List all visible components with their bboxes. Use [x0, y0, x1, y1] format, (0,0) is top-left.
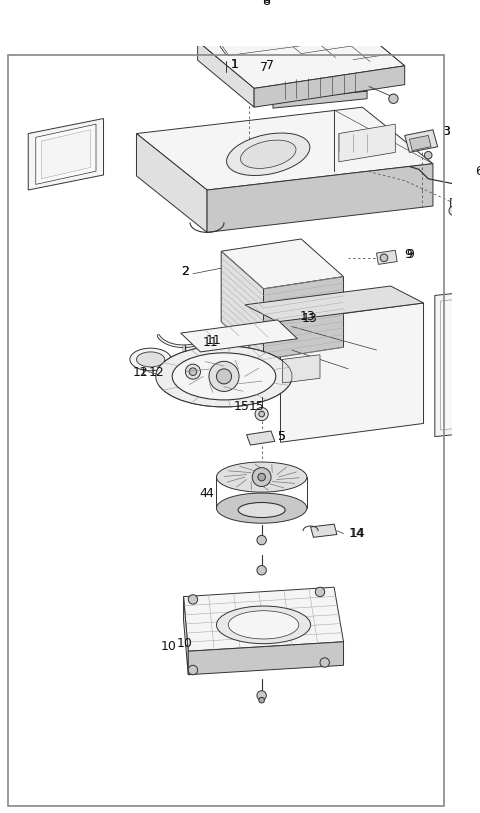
Text: 10: 10: [177, 637, 193, 650]
Text: 2: 2: [180, 265, 189, 278]
Ellipse shape: [238, 502, 285, 518]
Text: 15: 15: [234, 400, 250, 413]
Text: 3: 3: [443, 125, 450, 138]
Circle shape: [257, 536, 266, 545]
Circle shape: [449, 206, 458, 215]
Text: 2: 2: [180, 265, 189, 278]
Polygon shape: [245, 286, 423, 322]
Text: 7: 7: [266, 59, 275, 72]
Circle shape: [257, 691, 266, 700]
Circle shape: [255, 407, 268, 420]
Circle shape: [257, 566, 266, 575]
Ellipse shape: [228, 611, 299, 639]
Polygon shape: [441, 294, 480, 430]
Polygon shape: [273, 72, 367, 101]
Ellipse shape: [216, 606, 311, 644]
Circle shape: [389, 94, 398, 103]
Text: 13: 13: [301, 311, 317, 324]
Polygon shape: [221, 251, 264, 359]
Text: 3: 3: [443, 125, 450, 138]
Text: 11: 11: [203, 336, 218, 349]
Polygon shape: [180, 320, 298, 352]
Circle shape: [259, 411, 264, 417]
Circle shape: [185, 364, 201, 379]
Circle shape: [188, 665, 198, 675]
Circle shape: [258, 473, 265, 480]
Text: 1: 1: [230, 59, 239, 72]
Polygon shape: [282, 354, 320, 383]
Polygon shape: [136, 107, 433, 190]
Text: 13: 13: [300, 310, 315, 323]
Text: 4: 4: [205, 487, 213, 499]
Text: 15: 15: [249, 400, 264, 413]
Circle shape: [259, 698, 264, 703]
Polygon shape: [212, 24, 306, 54]
Polygon shape: [311, 524, 337, 537]
Polygon shape: [339, 124, 396, 162]
Ellipse shape: [172, 353, 276, 400]
Polygon shape: [247, 431, 275, 445]
Circle shape: [252, 467, 271, 486]
Polygon shape: [216, 28, 300, 55]
Polygon shape: [221, 239, 344, 289]
Circle shape: [320, 658, 329, 667]
Ellipse shape: [227, 133, 310, 176]
Ellipse shape: [216, 493, 307, 524]
Polygon shape: [409, 136, 431, 150]
Polygon shape: [280, 303, 423, 442]
Circle shape: [209, 361, 239, 391]
Text: 5: 5: [277, 430, 286, 443]
Circle shape: [188, 595, 198, 604]
Circle shape: [216, 369, 231, 384]
Ellipse shape: [136, 352, 165, 367]
Ellipse shape: [240, 140, 296, 168]
Polygon shape: [376, 250, 397, 264]
Polygon shape: [183, 597, 188, 675]
Circle shape: [380, 254, 388, 262]
Text: 6: 6: [478, 165, 480, 178]
Polygon shape: [136, 133, 207, 233]
Text: 7: 7: [260, 61, 268, 74]
Polygon shape: [198, 19, 405, 89]
Polygon shape: [405, 130, 438, 152]
Text: 5: 5: [277, 430, 286, 443]
Polygon shape: [41, 130, 90, 179]
Text: 10: 10: [161, 640, 177, 653]
Text: 9: 9: [407, 247, 414, 260]
Polygon shape: [254, 66, 405, 107]
Polygon shape: [188, 641, 344, 675]
Polygon shape: [273, 91, 367, 108]
Polygon shape: [36, 124, 96, 185]
Text: 12: 12: [133, 366, 149, 379]
Text: 9: 9: [405, 247, 413, 260]
Text: 4: 4: [199, 487, 207, 499]
Text: 1: 1: [230, 59, 239, 72]
Polygon shape: [207, 163, 433, 233]
Text: t: t: [142, 367, 146, 376]
Text: 8: 8: [262, 0, 270, 8]
Circle shape: [315, 587, 324, 597]
Circle shape: [456, 206, 466, 215]
Text: 11: 11: [205, 334, 221, 347]
Circle shape: [246, 6, 253, 13]
Ellipse shape: [156, 346, 292, 407]
Circle shape: [189, 368, 197, 376]
Circle shape: [424, 151, 432, 159]
Polygon shape: [28, 119, 104, 190]
Polygon shape: [264, 276, 344, 359]
Text: 8: 8: [262, 0, 270, 7]
Text: 14: 14: [348, 527, 364, 540]
Ellipse shape: [216, 462, 307, 492]
Text: 12: 12: [149, 366, 165, 379]
Text: 14: 14: [350, 527, 366, 540]
Bar: [450, 198, 467, 211]
Text: 6: 6: [475, 165, 480, 178]
Polygon shape: [183, 587, 344, 651]
Ellipse shape: [130, 348, 171, 371]
Polygon shape: [435, 288, 480, 437]
Polygon shape: [198, 41, 254, 107]
